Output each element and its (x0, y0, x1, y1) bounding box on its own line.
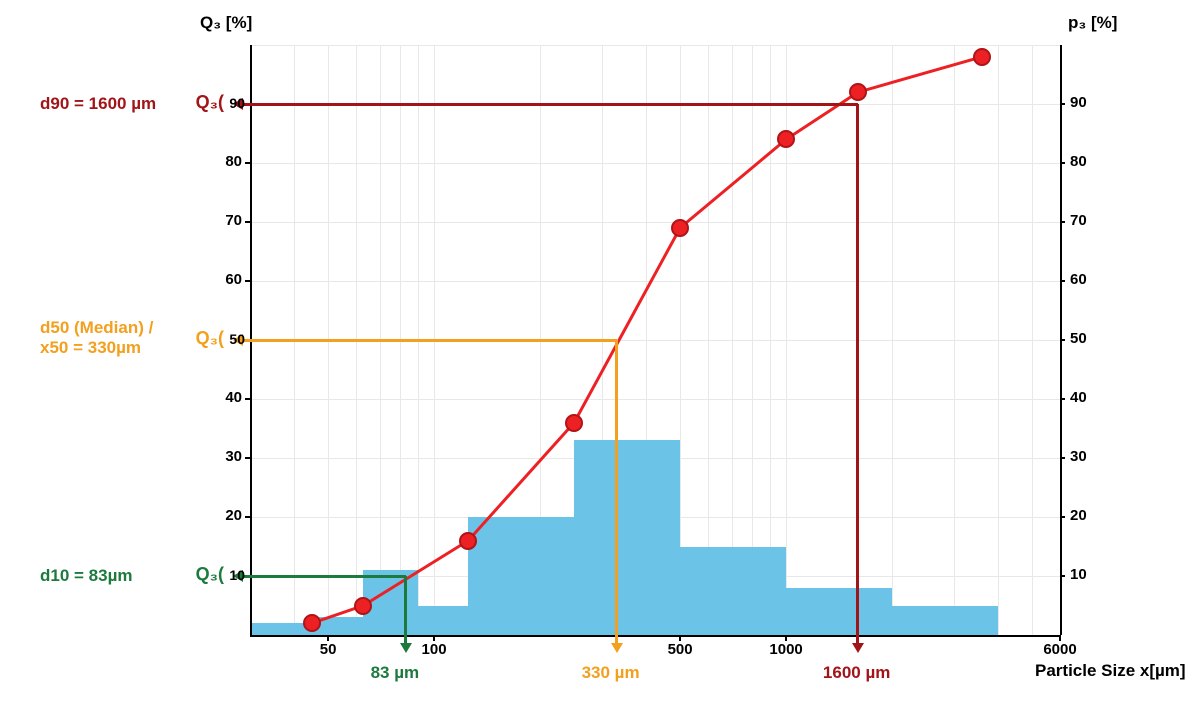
percentile-arrow-down-d50 (611, 643, 623, 653)
gridline-v (328, 45, 329, 635)
percentile-q3-d90: Q₃( (196, 92, 224, 113)
percentile-arrow-down-d10 (400, 643, 412, 653)
y-tick-left (245, 398, 250, 400)
percentile-label-d10: d10 = 83µm (40, 566, 133, 586)
x-tick (679, 635, 681, 641)
percentile-q3-d50: Q₃( (196, 328, 224, 349)
y-tick-label-left: 70 (225, 212, 242, 229)
y-tick-left (245, 221, 250, 223)
percentile-x-label-d50: 330 µm (582, 663, 640, 683)
gridline-h (250, 163, 1060, 164)
histogram-bar (363, 570, 418, 635)
gridline-v (380, 45, 381, 635)
y-tick-right (1060, 398, 1065, 400)
gridline-v (1032, 45, 1033, 635)
x-tick-label: 6000 (1040, 641, 1080, 658)
gridline-v (998, 45, 999, 635)
y-tick-label-left: 40 (225, 389, 242, 406)
percentile-x-label-d90: 1600 µm (823, 663, 890, 683)
y-tick-label-right: 10 (1070, 566, 1087, 583)
y-tick-label-left: 80 (225, 153, 242, 170)
histogram-bar (892, 606, 998, 636)
y-tick-label-right: 50 (1070, 330, 1087, 347)
y-tick-left (245, 457, 250, 459)
percentile-q3-d10: Q₃( (196, 564, 224, 585)
y-axis-left-title: Q₃ [%] (200, 13, 252, 33)
histogram-bar (680, 547, 786, 636)
y-tick-right (1060, 575, 1065, 577)
histogram-bar (250, 623, 312, 635)
gridline-h (250, 104, 1060, 105)
gridline-v (892, 45, 893, 635)
y-tick-label-right: 70 (1070, 212, 1087, 229)
y-tick-label-right: 30 (1070, 448, 1087, 465)
histogram-bar (574, 440, 680, 635)
x-tick (1059, 635, 1061, 641)
x-axis-line (250, 635, 1060, 637)
histogram-bar (312, 617, 363, 635)
gridline-v (954, 45, 955, 635)
gridline-v (418, 45, 419, 635)
percentile-arrow-down-d90 (852, 643, 864, 653)
y-tick-label-right: 60 (1070, 271, 1087, 288)
y-tick-left (245, 103, 250, 105)
y-tick-left (245, 575, 250, 577)
gridline-v (400, 45, 401, 635)
y-tick-label-left: 60 (225, 271, 242, 288)
x-tick (327, 635, 329, 641)
gridline-h (250, 340, 1060, 341)
gridline-v (786, 45, 787, 635)
gridline-h (250, 45, 1060, 46)
y-tick-right (1060, 516, 1065, 518)
percentile-label-d50: d50 (Median) / x50 = 330µm (40, 318, 153, 358)
gridline-h (250, 399, 1060, 400)
y-tick-label-right: 90 (1070, 94, 1087, 111)
x-tick (433, 635, 435, 641)
histogram-bar (786, 588, 892, 635)
percentile-label-d90: d90 = 1600 µm (40, 94, 156, 114)
y-tick-left (245, 280, 250, 282)
x-tick (785, 635, 787, 641)
percentile-tick-d10: 10 (229, 567, 245, 583)
y-tick-label-left: 20 (225, 507, 242, 524)
gridline-h (250, 222, 1060, 223)
gridline-h (250, 281, 1060, 282)
percentile-tick-d90: 90 (229, 95, 245, 111)
percentile-x-label-d10: 83 µm (371, 663, 420, 683)
x-tick-label: 50 (308, 641, 348, 658)
y-tick-right (1060, 280, 1065, 282)
gridline-v (434, 45, 435, 635)
y-tick-label-left: 30 (225, 448, 242, 465)
x-tick-label: 500 (660, 641, 700, 658)
y-tick-left (245, 516, 250, 518)
y-tick-right (1060, 457, 1065, 459)
y-tick-label-right: 80 (1070, 153, 1087, 170)
particle-size-chart: 10 20 20 30 30 40 40 50 60 60 70 70 80 80 90 50 100 500 10… (0, 0, 1200, 705)
gridline-v (356, 45, 357, 635)
y-axis-right-title: p₃ [%] (1068, 13, 1117, 33)
percentile-tick-d50: 50 (229, 331, 245, 347)
x-tick-label: 1000 (766, 641, 806, 658)
y-tick-left (245, 339, 250, 341)
histogram-bar (468, 517, 574, 635)
y-tick-right (1060, 162, 1065, 164)
y-tick-left (245, 162, 250, 164)
x-tick-label: 100 (414, 641, 454, 658)
y-tick-right (1060, 339, 1065, 341)
y-tick-right (1060, 221, 1065, 223)
histogram-bar (418, 606, 468, 636)
y-tick-right (1060, 103, 1065, 105)
x-axis-title: Particle Size x[µm] (1035, 661, 1186, 681)
gridline-v (294, 45, 295, 635)
y-axis-left-line (250, 45, 252, 635)
y-tick-label-right: 40 (1070, 389, 1087, 406)
y-tick-label-right: 20 (1070, 507, 1087, 524)
